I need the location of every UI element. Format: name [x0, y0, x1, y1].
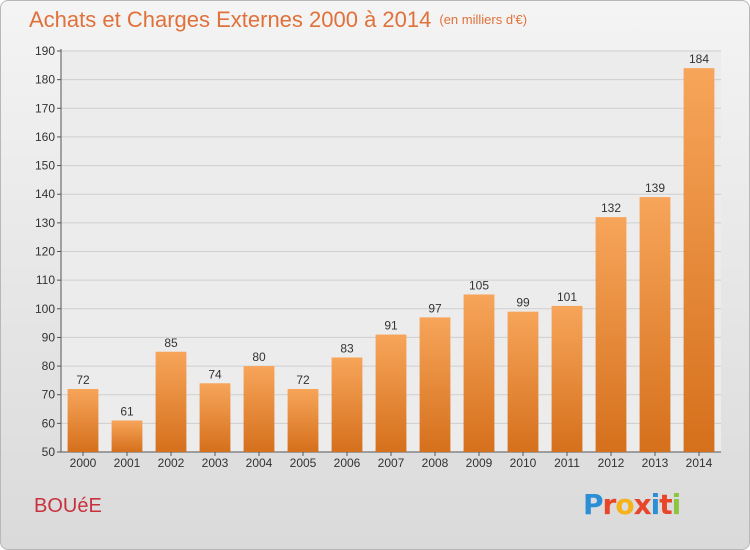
logo-letter: i	[650, 488, 661, 521]
x-tick-label: 2000	[70, 456, 97, 470]
data-label: 80	[252, 350, 266, 364]
bar	[331, 357, 363, 452]
y-tick-label: 140	[35, 187, 55, 201]
y-tick-label: 50	[42, 445, 56, 459]
x-tick-label: 2013	[642, 456, 669, 470]
logo-letter: o	[615, 488, 634, 521]
y-tick-label: 60	[42, 416, 56, 430]
logo-letter: i	[671, 488, 682, 521]
bar	[199, 383, 231, 452]
x-tick-label: 2001	[114, 456, 141, 470]
bar	[419, 317, 451, 452]
bar	[67, 388, 99, 452]
x-tick-label: 2004	[246, 456, 273, 470]
data-label: 99	[516, 296, 530, 310]
data-label: 72	[296, 373, 310, 387]
y-tick-label: 70	[42, 388, 56, 402]
data-label: 105	[469, 278, 489, 292]
bar	[507, 311, 539, 452]
x-tick-label: 2003	[202, 456, 229, 470]
data-label: 97	[428, 301, 442, 315]
data-label: 85	[164, 336, 178, 350]
proxiti-logo: Proxiti	[583, 488, 682, 521]
logo-letter: x	[633, 488, 652, 521]
x-tick-label: 2002	[158, 456, 185, 470]
logo-letter: r	[602, 488, 617, 521]
y-tick-label: 160	[35, 130, 55, 144]
y-tick-label: 80	[42, 359, 56, 373]
bar	[595, 217, 627, 452]
x-tick-label: 2011	[554, 456, 580, 470]
chart-title-text: Achats et Charges Externes 2000 à 2014	[29, 7, 432, 32]
y-tick-label: 180	[35, 73, 55, 87]
y-tick-label: 120	[35, 245, 55, 259]
x-tick-label: 2007	[378, 456, 405, 470]
bar	[463, 294, 495, 452]
bar	[683, 68, 715, 452]
x-tick-label: 2009	[466, 456, 493, 470]
y-tick-label: 90	[42, 330, 56, 344]
bar	[111, 420, 143, 452]
data-label: 132	[601, 201, 621, 215]
y-tick-label: 170	[35, 101, 55, 115]
bar	[155, 351, 187, 452]
x-tick-label: 2008	[422, 456, 449, 470]
commune-name: BOUéE	[34, 495, 102, 517]
bar	[639, 197, 671, 452]
data-label: 83	[340, 341, 354, 355]
bar	[287, 388, 319, 452]
data-label: 61	[120, 404, 134, 418]
x-tick-label: 2005	[290, 456, 317, 470]
chart-unit: (en milliers d'€)	[439, 12, 528, 27]
x-tick-label: 2014	[686, 456, 713, 470]
y-tick-label: 190	[35, 44, 55, 58]
data-label: 184	[689, 52, 709, 66]
data-label: 74	[208, 367, 222, 381]
bar	[243, 366, 275, 452]
x-tick-label: 2012	[598, 456, 625, 470]
data-label: 101	[557, 290, 577, 304]
x-tick-label: 2010	[510, 456, 537, 470]
data-label: 91	[384, 319, 398, 333]
bar	[375, 334, 407, 452]
logo-letter: P	[583, 488, 604, 521]
y-tick-label: 100	[35, 302, 55, 316]
logo-letter: t	[659, 488, 672, 521]
bar	[551, 305, 583, 452]
y-tick-label: 150	[35, 159, 55, 173]
chart-title: Achats et Charges Externes 2000 à 2014 (e…	[29, 7, 527, 33]
y-tick-label: 130	[35, 216, 55, 230]
x-tick-label: 2006	[334, 456, 361, 470]
y-tick-label: 110	[36, 273, 55, 287]
data-label: 139	[645, 181, 665, 195]
data-label: 72	[76, 373, 90, 387]
